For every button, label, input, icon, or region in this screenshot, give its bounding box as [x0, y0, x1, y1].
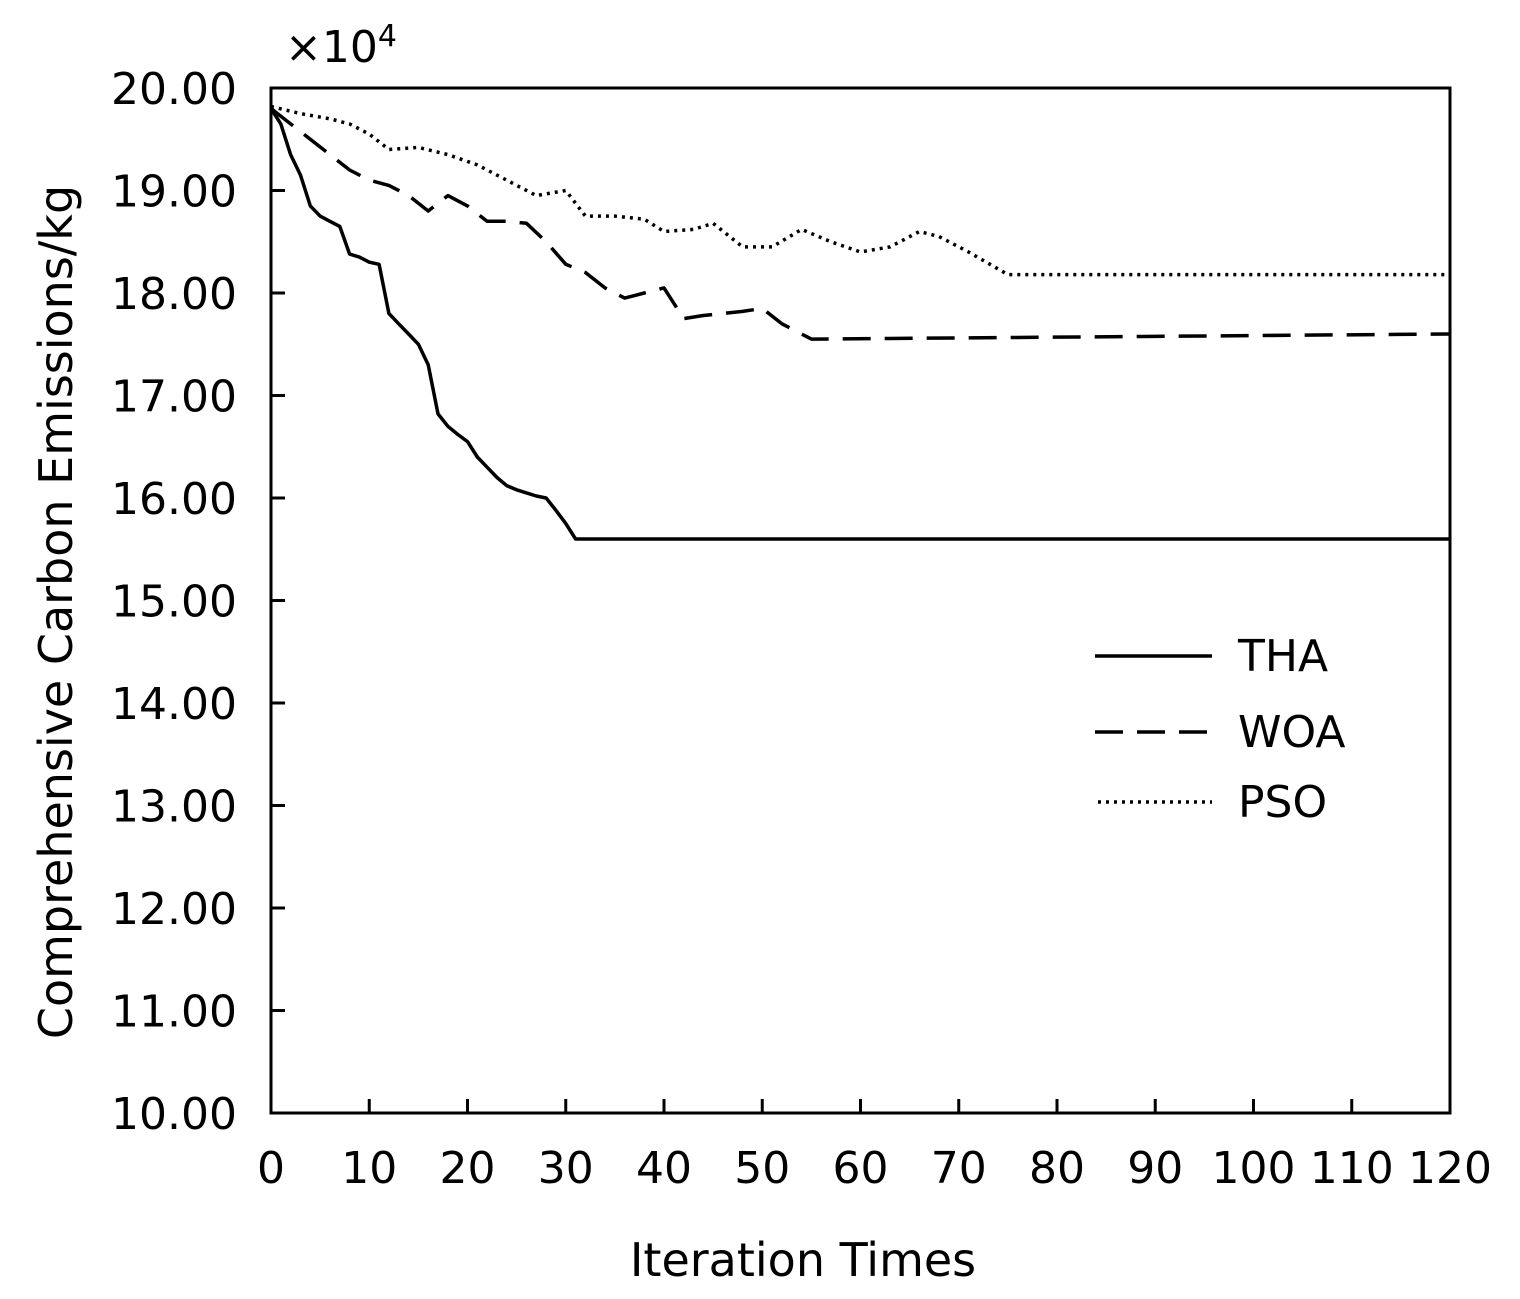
x-tick-label: 90: [1127, 1143, 1183, 1194]
x-axis-ticks: 0 10 20 30 40 50 60 70 80 90 100 110 120: [257, 1099, 1492, 1194]
x-tick-label: 30: [538, 1143, 594, 1194]
x-tick-label: 60: [833, 1143, 889, 1194]
x-tick-label: 10: [341, 1143, 397, 1194]
y-tick-label: 19.00: [111, 167, 237, 218]
legend: THA WOA PSO: [1095, 631, 1345, 828]
y-tick-label: 14.00: [111, 679, 237, 730]
y-tick-label: 15.00: [111, 577, 237, 628]
x-tick-label: 0: [257, 1143, 285, 1194]
x-tick-label: 20: [440, 1143, 496, 1194]
legend-label-woa: WOA: [1238, 707, 1345, 758]
y-tick-label: 12.00: [111, 884, 237, 935]
x-axis-title: Iteration Times: [630, 1233, 976, 1287]
series-line-woa: [269, 107, 1451, 341]
y-tick-label: 17.00: [111, 372, 237, 423]
y-multiplier-exponent: 4: [378, 19, 397, 54]
x-tick-label: 70: [931, 1143, 987, 1194]
x-tick-label: 120: [1408, 1143, 1492, 1194]
y-axis-ticks: 10.00 11.00 12.00 13.00 14.00 15.00 16.00 17.00…: [111, 64, 285, 1140]
x-tick-label: 100: [1212, 1143, 1296, 1194]
series-layer: [269, 104, 1451, 541]
series-line-tha: [269, 107, 1450, 541]
plot-frame: [269, 86, 1452, 1115]
y-tick-label: 13.00: [111, 782, 237, 833]
legend-label-tha: THA: [1237, 631, 1328, 682]
x-tick-label: 40: [636, 1143, 692, 1194]
legend-label-pso: PSO: [1238, 777, 1327, 828]
y-tick-label: 20.00: [111, 64, 237, 115]
x-tick-label: 80: [1029, 1143, 1085, 1194]
y-multiplier-label: ×104: [285, 19, 397, 73]
series-line-pso: [270, 104, 1450, 277]
x-tick-label: 50: [734, 1143, 790, 1194]
y-tick-label: 16.00: [111, 474, 237, 525]
y-axis-title: Comprehensive Carbon Emissions/kg: [29, 185, 83, 1039]
y-multiplier-base: ×10: [285, 22, 378, 73]
y-tick-label: 11.00: [111, 987, 237, 1038]
y-tick-label: 10.00: [111, 1089, 237, 1140]
y-tick-label: 18.00: [111, 269, 237, 320]
x-tick-label: 110: [1310, 1143, 1394, 1194]
